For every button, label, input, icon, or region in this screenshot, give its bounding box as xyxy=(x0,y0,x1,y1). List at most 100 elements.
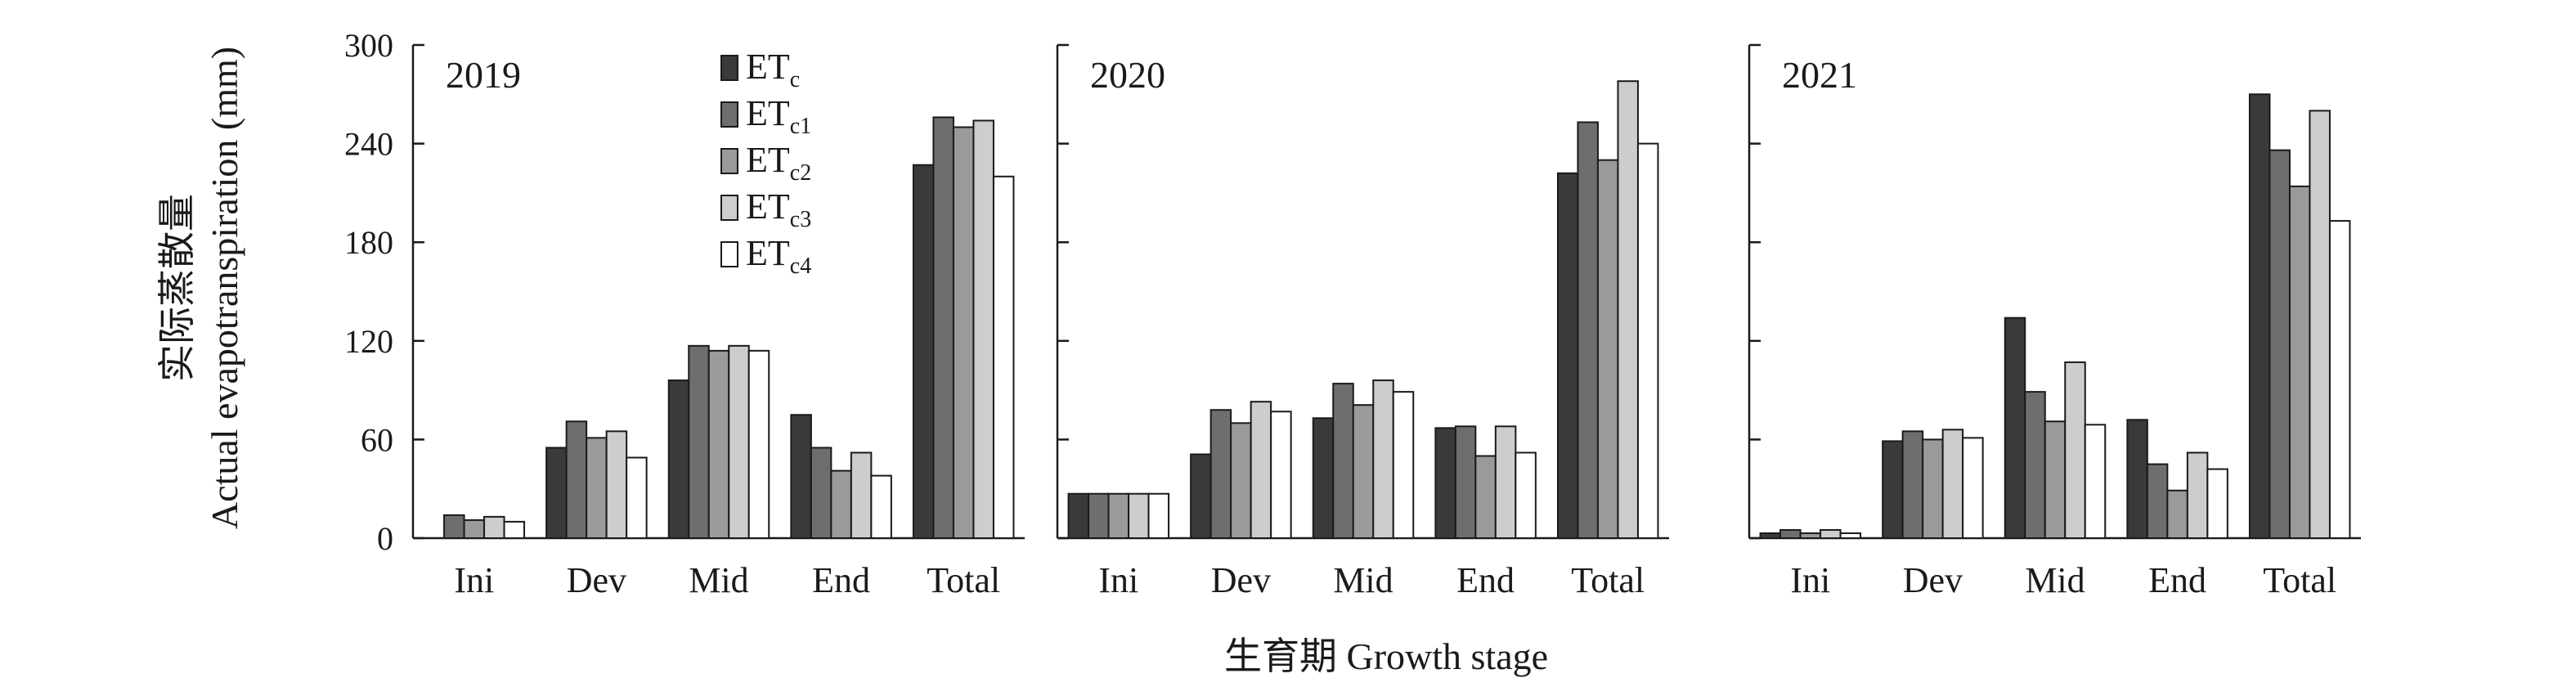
bar-2020-Dev-ETc1 xyxy=(1209,409,1232,539)
bar-2021-End-ETc1 xyxy=(2146,463,2169,539)
x-axis-title: 生育期 Growth stage xyxy=(1224,635,1548,677)
y-tick-label: 60 xyxy=(361,421,393,458)
bar-2019-End-ETc1 xyxy=(810,447,832,540)
bar-2019-Total-ETc3 xyxy=(972,119,994,540)
bar-2019-Dev-ETc4 xyxy=(626,456,648,540)
bar-2020-Ini-ETc1 xyxy=(1088,492,1110,539)
bar-2021-Ini-ETc xyxy=(1759,532,1782,539)
legend-label: ETc2 xyxy=(746,140,811,186)
bar-2021-Mid-ETc2 xyxy=(2044,420,2067,539)
bar-2020-Mid-ETc xyxy=(1312,417,1335,539)
bar-2021-Ini-ETc3 xyxy=(1820,528,1842,540)
x-tick-label: Mid xyxy=(2025,560,2085,600)
bar-2021-Total-ETc4 xyxy=(2328,220,2351,539)
x-tick-label: Mid xyxy=(689,560,748,600)
x-tick-label: Ini xyxy=(454,560,494,600)
y-tick-label: 180 xyxy=(344,224,393,261)
bar-2019-Ini-ETc3 xyxy=(483,515,505,539)
chart-panel-2021: 2021 Ini Dev Mid End Total xyxy=(1748,43,2361,600)
y-axis-title-cn: 实际蒸散量 xyxy=(156,194,198,382)
bar-2020-End-ETc3 xyxy=(1494,425,1517,539)
bar-2021-End-ETc xyxy=(2126,419,2148,540)
legend-swatch xyxy=(720,195,738,221)
bar-2021-Mid-ETc1 xyxy=(2024,391,2046,539)
bar-2020-Dev-ETc4 xyxy=(1270,411,1292,540)
y-tick-label: 0 xyxy=(377,520,393,557)
bar-2021-Dev-ETc xyxy=(1882,440,1904,539)
bar-2021-Mid-ETc4 xyxy=(2084,424,2107,539)
bar-2020-Dev-ETc3 xyxy=(1250,401,1272,540)
bar-2021-Total-ETc xyxy=(2248,93,2271,540)
bar-2019-Ini-ETc4 xyxy=(503,520,526,540)
bar-2020-Dev-ETc xyxy=(1190,453,1212,539)
bar-2019-Total-ETc1 xyxy=(932,116,954,539)
bar-2019-Dev-ETc3 xyxy=(605,430,628,539)
bar-2020-Mid-ETc2 xyxy=(1352,404,1375,539)
x-tick-label: Total xyxy=(927,560,1000,600)
bar-2019-Dev-ETc xyxy=(545,447,568,540)
bar-2019-End-ETc xyxy=(790,414,812,539)
chart-panel-2019: 0 60 120 180 240 300 2019 Ini Dev Mid End Total xyxy=(344,27,1025,600)
bar-2020-Mid-ETc4 xyxy=(1392,391,1415,539)
bar-2021-Ini-ETc4 xyxy=(1839,532,1862,539)
bar-2020-Total-ETc4 xyxy=(1636,142,1659,539)
bar-2020-Total-ETc xyxy=(1556,172,1579,539)
bar-2020-Ini-ETc xyxy=(1067,492,1090,539)
bar-2020-Ini-ETc2 xyxy=(1107,492,1130,539)
bar-2021-Mid-ETc3 xyxy=(2064,361,2086,539)
bar-2019-Ini-ETc2 xyxy=(463,519,486,540)
chart-panel-2020: 2020 Ini Dev Mid End Total xyxy=(1056,43,1669,600)
bar-2021-Mid-ETc xyxy=(2004,317,2026,539)
bar-2020-Total-ETc2 xyxy=(1596,159,1619,539)
y-tick-label: 240 xyxy=(344,126,393,163)
bar-2020-Dev-ETc2 xyxy=(1230,422,1252,539)
bar-2019-End-ETc2 xyxy=(830,469,852,540)
bar-2019-Mid-ETc xyxy=(667,379,690,540)
bar-2020-End-ETc1 xyxy=(1454,425,1477,539)
bar-2021-Total-ETc2 xyxy=(2288,185,2311,540)
legend-swatch xyxy=(720,55,738,81)
legend-label: ETc3 xyxy=(746,186,811,232)
bar-2021-Dev-ETc1 xyxy=(1901,430,1924,539)
bar-2019-Mid-ETc4 xyxy=(747,349,770,539)
legend-label: ETc1 xyxy=(746,93,811,139)
x-tick-label: Total xyxy=(1571,560,1645,600)
bar-2020-Total-ETc3 xyxy=(1617,80,1639,540)
y-axis-title-en: Actual evapotranspiration (mm) xyxy=(204,47,245,529)
x-tick-label: End xyxy=(812,560,870,600)
bar-2021-Total-ETc1 xyxy=(2269,149,2291,539)
panel-year-label: 2021 xyxy=(1782,54,1857,96)
x-tick-label: Ini xyxy=(1790,560,1830,600)
x-tick-label: End xyxy=(2148,560,2206,600)
bar-2021-Dev-ETc3 xyxy=(1941,429,1964,540)
legend-swatch xyxy=(720,148,738,174)
bar-2020-Ini-ETc4 xyxy=(1147,492,1170,539)
bar-2019-Mid-ETc2 xyxy=(707,349,730,539)
legend-label: ETc xyxy=(746,47,800,92)
x-tick-label: Dev xyxy=(1903,560,1963,600)
bar-2019-Dev-ETc2 xyxy=(586,437,608,540)
x-tick-label: Dev xyxy=(567,560,626,600)
panel-year-label: 2019 xyxy=(446,54,521,96)
bar-2020-Total-ETc1 xyxy=(1577,121,1599,539)
legend-swatch xyxy=(720,101,738,128)
bar-2021-End-ETc2 xyxy=(2166,489,2188,540)
y-tick-label: 300 xyxy=(344,27,393,64)
bar-2021-End-ETc3 xyxy=(2186,451,2209,539)
bar-2019-Mid-ETc3 xyxy=(728,344,750,539)
bar-2020-Mid-ETc3 xyxy=(1372,379,1394,540)
bar-2020-End-ETc4 xyxy=(1515,451,1537,539)
bar-2019-Mid-ETc1 xyxy=(688,344,710,539)
bar-2019-Total-ETc2 xyxy=(952,126,975,539)
bar-2019-Dev-ETc1 xyxy=(565,420,588,539)
bar-2020-Mid-ETc1 xyxy=(1332,383,1354,539)
bar-2019-Total-ETc4 xyxy=(992,175,1015,540)
bar-2021-Ini-ETc1 xyxy=(1779,528,1802,540)
x-tick-label: End xyxy=(1456,560,1515,600)
bar-2021-Ini-ETc2 xyxy=(1799,532,1822,539)
bar-2020-Ini-ETc3 xyxy=(1128,492,1150,539)
bar-2021-Dev-ETc4 xyxy=(1962,437,1984,540)
